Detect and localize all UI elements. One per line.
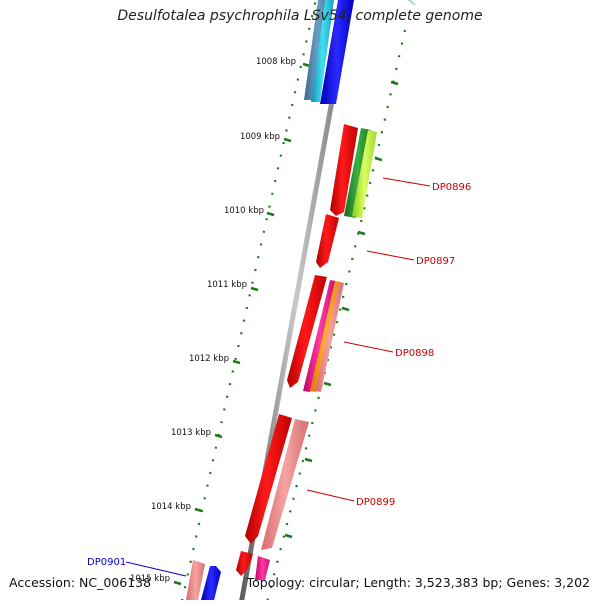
scale-tick: 1009 kbp <box>240 132 292 143</box>
outer-ticks <box>284 80 399 539</box>
gene-label-dp0897[interactable]: DP0897 <box>416 256 455 267</box>
accession-label: Accession: NC_006138 <box>9 575 152 590</box>
gene-feature <box>315 282 344 392</box>
gene-feature <box>303 280 336 392</box>
outer-ring-top <box>407 0 416 6</box>
scale-tick-label: 1015 kbp <box>130 574 170 584</box>
gene-feature <box>330 124 358 216</box>
scale-tick-label: 1013 kbp <box>171 428 211 438</box>
outer-dotted-ring <box>265 29 407 605</box>
map-title: Desulfotalea psychrophila LSv54, complet… <box>117 8 483 24</box>
gene-feature <box>320 0 354 104</box>
gene-features <box>186 0 377 600</box>
gene-feature <box>245 414 292 544</box>
scale-tick-label: 1009 kbp <box>240 132 280 142</box>
scale-tick: 1015 kbp <box>130 574 182 586</box>
gene-feature <box>236 551 253 576</box>
scale-tick: 1011 kbp <box>207 280 259 292</box>
scale-tick: 1013 kbp <box>171 428 223 439</box>
genome-summary: Topology: circular; Length: 3,523,383 bp… <box>246 575 590 590</box>
gene-feature <box>311 0 334 102</box>
scale-tick-label: 1008 kbp <box>256 57 296 67</box>
scale-tick-label: 1014 kbp <box>151 502 191 512</box>
gene-feature <box>287 275 327 388</box>
scale-tick: 1012 kbp <box>189 354 241 365</box>
scale-tick: 1008 kbp <box>256 57 311 68</box>
gene-label-dp0901[interactable]: DP0901 <box>87 557 126 568</box>
scale-tick-label: 1010 kbp <box>224 206 264 216</box>
gene-feature <box>261 419 309 550</box>
gene-label-dp0896[interactable]: DP0896 <box>432 182 471 193</box>
gene-label-dp0899[interactable]: DP0899 <box>356 497 395 508</box>
scale-ticks: 1008 kbp 1009 kbp 1010 kbp 1011 kbp 1012… <box>130 57 311 586</box>
scale-tick: 1014 kbp <box>151 502 203 513</box>
gene-label-dp0898[interactable]: DP0898 <box>395 348 434 359</box>
gene-feature <box>255 556 270 580</box>
gene-feature <box>316 214 339 268</box>
scale-tick-label: 1012 kbp <box>189 354 229 364</box>
gene-feature <box>201 566 221 600</box>
gene-feature <box>352 130 377 218</box>
scale-tick-label: 1011 kbp <box>207 280 247 290</box>
gene-feature <box>186 560 205 600</box>
gene-labels: DP0896 DP0897 DP0898 DP0899 DP0901 <box>87 182 471 568</box>
gene-label-lines <box>125 177 431 577</box>
scale-tick: 1010 kbp <box>224 206 275 217</box>
